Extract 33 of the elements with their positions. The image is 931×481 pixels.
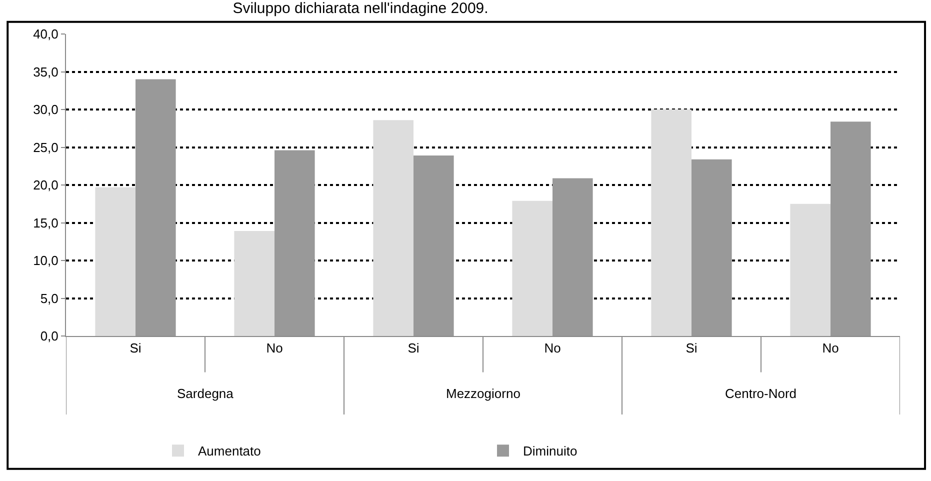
- text: Sardegna: [177, 386, 234, 401]
- text: Mezzogiorno: [446, 386, 520, 401]
- y-tick-label: 20,0: [33, 178, 58, 193]
- bar: [136, 79, 176, 336]
- bar: [512, 200, 552, 336]
- x-tick-label: No: [266, 340, 283, 356]
- x-tick-label: Si: [130, 340, 142, 356]
- x-tick-label: No: [822, 340, 839, 356]
- y-tick-label: 40,0: [33, 26, 58, 42]
- legend-label: Aumentato: [198, 444, 261, 459]
- bar: [651, 110, 692, 336]
- bar: [234, 231, 274, 336]
- x-tick-label: Si: [408, 340, 420, 356]
- y-tick-label: 0,0: [40, 328, 58, 344]
- legend-label: Diminuito: [523, 444, 578, 459]
- chart-title: Sviluppo dichiarata nell'indagine 2009.: [232, 0, 488, 17]
- y-tick-label: 35,0: [33, 64, 58, 80]
- text: Centro-Nord: [725, 386, 797, 401]
- bar: [414, 156, 454, 336]
- y-tick-label: 10,0: [33, 253, 58, 268]
- bar: [95, 187, 136, 336]
- y-tick-label: 25,0: [33, 140, 58, 155]
- bar: [373, 120, 414, 336]
- y-tick-label: 30,0: [33, 102, 58, 118]
- y-tick-label: 15,0: [33, 215, 58, 230]
- bar: [790, 204, 830, 336]
- x-tick-label: Si: [686, 340, 698, 356]
- bar: [692, 159, 732, 336]
- bar: [552, 178, 593, 336]
- bar: [830, 122, 871, 336]
- y-tick-label: 5,0: [40, 290, 58, 306]
- bar: [274, 150, 315, 336]
- x-tick-label: No: [544, 340, 561, 356]
